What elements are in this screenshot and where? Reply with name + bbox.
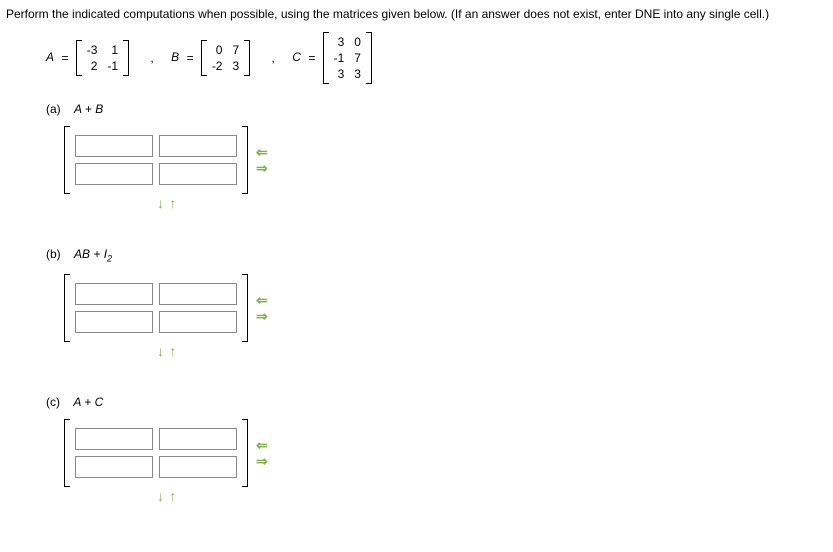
part-c-cell-0-1[interactable] (159, 428, 237, 450)
part-c-label: (c) (46, 395, 60, 409)
equals-sign: = (61, 51, 68, 65)
matrix-definitions: A = -31 2-1 , B = 07 -23 , C = 30 -17 33 (6, 32, 827, 84)
remove-col-icon[interactable]: ⇐ (256, 440, 268, 450)
part-b-cell-0-1[interactable] (159, 283, 237, 305)
equals-sign: = (186, 51, 193, 65)
remove-col-icon[interactable]: ⇐ (256, 147, 268, 157)
part-a: (a) A + B ⇐ ⇒ ↓ ↑ (6, 102, 827, 211)
instructions-text: Perform the indicated computations when … (6, 6, 827, 22)
remove-row-icon[interactable]: ↑ (169, 491, 176, 501)
part-a-answer-matrix (64, 126, 248, 194)
part-c-cell-1-1[interactable] (159, 456, 237, 478)
matrix-a-label: A (46, 50, 54, 64)
part-b: (b) AB + I2 ⇐ ⇒ ↓ ↑ (6, 247, 827, 358)
part-a-cell-0-1[interactable] (159, 135, 237, 157)
matrix-b: 07 -23 (201, 40, 250, 76)
part-c-expr: A + C (73, 395, 103, 409)
part-b-cell-1-1[interactable] (159, 311, 237, 333)
part-a-expr: A + B (74, 102, 103, 116)
add-row-icon[interactable]: ↓ (157, 198, 164, 208)
part-c-answer-matrix (64, 419, 248, 487)
equals-sign: = (308, 51, 315, 65)
add-row-icon[interactable]: ↓ (157, 346, 164, 356)
remove-row-icon[interactable]: ↑ (169, 198, 176, 208)
part-c-cell-0-0[interactable] (75, 428, 153, 450)
matrix-c: 30 -17 33 (323, 32, 372, 84)
part-c: (c) A + C ⇐ ⇒ ↓ ↑ (6, 395, 827, 504)
part-b-cell-0-0[interactable] (75, 283, 153, 305)
matrix-a: -31 2-1 (76, 40, 129, 76)
part-b-expr: AB + I2 (74, 247, 112, 261)
part-b-label: (b) (46, 247, 61, 261)
part-a-label: (a) (46, 102, 61, 116)
add-col-icon[interactable]: ⇒ (256, 311, 268, 321)
part-a-cell-1-1[interactable] (159, 163, 237, 185)
add-row-icon[interactable]: ↓ (157, 491, 164, 501)
add-col-icon[interactable]: ⇒ (256, 456, 268, 466)
part-b-answer-matrix (64, 274, 248, 342)
remove-row-icon[interactable]: ↑ (169, 346, 176, 356)
part-b-cell-1-0[interactable] (75, 311, 153, 333)
part-a-cell-0-0[interactable] (75, 135, 153, 157)
matrix-b-label: B (171, 50, 179, 64)
part-c-cell-1-0[interactable] (75, 456, 153, 478)
part-a-cell-1-0[interactable] (75, 163, 153, 185)
matrix-c-label: C (292, 50, 301, 64)
remove-col-icon[interactable]: ⇐ (256, 295, 268, 305)
add-col-icon[interactable]: ⇒ (256, 163, 268, 173)
